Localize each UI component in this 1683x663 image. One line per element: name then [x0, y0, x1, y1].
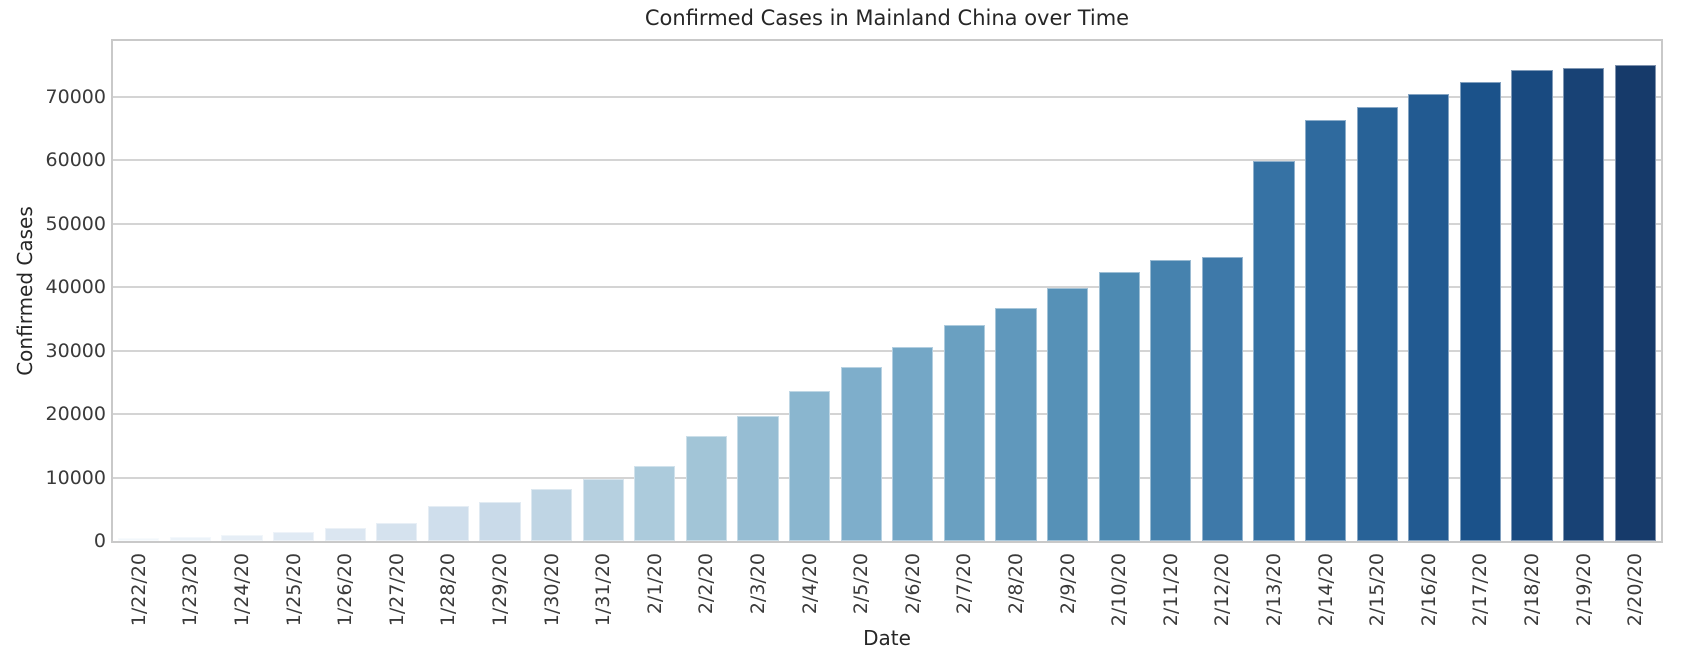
x-tick-label: 2/16/20 — [1417, 553, 1440, 627]
x-tick-label: 2/14/20 — [1314, 553, 1337, 627]
bar — [685, 435, 728, 541]
x-tick-label: 2/3/20 — [747, 553, 769, 615]
bar — [479, 502, 521, 541]
x-tick-label: 2/9/20 — [1056, 553, 1079, 615]
x-tick-label: 2/5/20 — [850, 553, 873, 615]
gridline — [113, 413, 1661, 415]
gridline — [113, 95, 1661, 98]
bar — [1098, 272, 1140, 541]
y-tick-label: 20000 — [45, 403, 106, 425]
gridline — [113, 476, 1661, 479]
bar — [221, 535, 263, 541]
x-tick-label: 1/29/20 — [489, 553, 511, 627]
y-tick-label: 50000 — [45, 212, 106, 235]
x-tick-label: 2/13/20 — [1263, 553, 1285, 627]
bar — [737, 415, 779, 541]
x-tick-label: 2/19/20 — [1572, 553, 1595, 627]
x-axis-label: Date — [863, 626, 911, 650]
x-tick-label: 2/18/20 — [1521, 553, 1543, 627]
bar — [169, 536, 212, 541]
x-tick-label: 2/15/20 — [1366, 553, 1389, 627]
x-tick-label: 2/12/20 — [1211, 553, 1234, 627]
y-tick-label: 70000 — [45, 85, 106, 108]
bar — [1046, 288, 1089, 541]
gridline — [113, 159, 1661, 162]
bar — [1150, 259, 1192, 541]
y-tick-label: 30000 — [45, 339, 106, 362]
bar — [272, 532, 315, 541]
y-tick-label: 40000 — [45, 276, 106, 299]
plot-area — [113, 41, 1661, 541]
x-tick-label: 1/25/20 — [282, 553, 305, 627]
bar — [530, 489, 573, 541]
bar — [1408, 93, 1450, 541]
bar — [840, 366, 882, 541]
x-tick-label: 1/26/20 — [334, 553, 357, 627]
x-tick-label: 2/6/20 — [901, 553, 924, 615]
x-tick-label: 2/10/20 — [1108, 553, 1131, 627]
bar — [582, 478, 624, 541]
x-tick-label: 2/11/20 — [1159, 553, 1182, 627]
gridline — [113, 349, 1661, 352]
chart-title: Confirmed Cases in Mainland China over T… — [644, 6, 1130, 30]
bar — [1511, 70, 1553, 541]
x-tick-label: 2/2/20 — [695, 553, 718, 615]
x-tick-label: 1/27/20 — [385, 553, 408, 627]
x-tick-label: 2/8/20 — [1005, 553, 1027, 615]
x-tick-label: 2/7/20 — [953, 553, 976, 615]
y-tick-label: 0 — [93, 530, 106, 552]
bar — [995, 307, 1037, 541]
x-tick-label: 2/17/20 — [1469, 553, 1492, 627]
x-tick-label: 2/20/20 — [1624, 553, 1647, 627]
x-tick-label: 1/23/20 — [179, 553, 202, 627]
x-tick-label: 2/4/20 — [798, 553, 821, 615]
x-tick-label: 1/31/20 — [592, 553, 615, 627]
x-tick-label: 2/1/20 — [643, 553, 666, 615]
bar — [1253, 161, 1295, 541]
x-tick-label: 1/30/20 — [540, 553, 563, 627]
bar — [1304, 120, 1347, 541]
x-tick-label: 1/28/20 — [437, 553, 460, 627]
bar — [1562, 67, 1605, 541]
bar — [1614, 64, 1656, 541]
bar — [634, 465, 676, 541]
gridline — [113, 286, 1661, 289]
bar — [1459, 81, 1502, 541]
bar — [892, 347, 934, 541]
bar — [1356, 107, 1398, 541]
bar — [1201, 257, 1244, 541]
y-tick-label: 60000 — [45, 149, 106, 172]
bar — [118, 537, 160, 541]
bar — [943, 324, 986, 541]
bar — [427, 506, 470, 541]
bar — [324, 527, 366, 541]
y-tick-label: 10000 — [45, 466, 106, 489]
x-tick-label: 1/22/20 — [127, 553, 150, 627]
bar — [788, 390, 831, 541]
x-tick-label: 1/24/20 — [231, 553, 253, 627]
bar — [376, 522, 418, 541]
gridline — [113, 222, 1661, 225]
